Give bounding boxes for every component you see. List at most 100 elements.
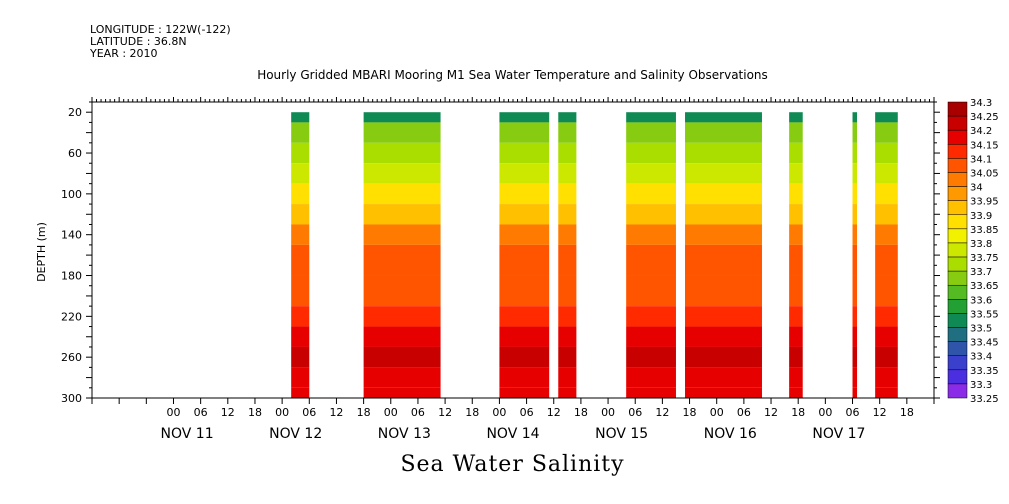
data-cell: [291, 142, 310, 164]
data-cell: [852, 224, 858, 245]
data-cell: [558, 306, 577, 327]
data-cell: [558, 122, 577, 143]
latitude-label: LATITUDE : 36.8N: [90, 35, 187, 48]
x-hour-label: 06: [846, 406, 860, 419]
data-cell: [291, 112, 310, 123]
colorbar-label: 33.3: [970, 380, 992, 391]
data-cell: [626, 275, 676, 307]
data-cell: [685, 224, 762, 245]
data-cell: [852, 244, 858, 276]
data-cell: [499, 326, 550, 347]
y-tick-label: 100: [61, 188, 82, 201]
data-cell: [685, 183, 762, 205]
colorbar-label: 34: [970, 183, 983, 194]
data-cell: [558, 183, 577, 205]
data-cell: [875, 244, 898, 276]
data-cell: [499, 244, 550, 276]
data-cell: [499, 387, 550, 398]
x-hour-label: 12: [329, 406, 343, 419]
x-hour-label: 06: [411, 406, 425, 419]
colorbar-label: 33.6: [970, 295, 992, 306]
data-cell: [789, 306, 803, 327]
data-cell: [685, 367, 762, 388]
data-cell: [291, 346, 310, 368]
data-cell: [291, 306, 310, 327]
colorbar-swatch: [947, 355, 968, 371]
data-cell: [558, 204, 577, 225]
data-cell: [875, 163, 898, 184]
y-tick-label: 180: [61, 270, 82, 283]
data-cell: [499, 275, 550, 307]
data-cell: [499, 163, 550, 184]
colorbar-swatch: [947, 313, 968, 328]
x-hour-label: 06: [520, 406, 534, 419]
data-cell: [852, 142, 858, 164]
colorbar-swatch: [947, 101, 968, 117]
x-day-label: NOV 15: [595, 426, 648, 442]
colorbar-swatch: [947, 228, 968, 244]
data-cell: [558, 346, 577, 368]
data-cell: [363, 163, 441, 184]
data-cell: [789, 346, 803, 368]
colorbar-label: 34.05: [970, 168, 999, 179]
colorbar-label: 33.9: [970, 211, 992, 222]
data-cell: [875, 306, 898, 327]
colorbar-label: 34.2: [970, 126, 992, 137]
data-cell: [363, 122, 441, 143]
colorbar-swatch: [947, 214, 968, 230]
data-cell: [875, 275, 898, 307]
x-hour-label: 18: [683, 406, 697, 419]
data-cell: [789, 275, 803, 307]
data-cell: [558, 163, 577, 184]
data-cell: [363, 387, 441, 398]
data-cell: [499, 122, 550, 143]
data-cell: [558, 367, 577, 388]
x-day-label: NOV 13: [378, 426, 431, 442]
data-cell: [626, 306, 676, 327]
x-hour-label: 12: [873, 406, 887, 419]
colorbar-swatch: [947, 256, 968, 272]
x-day-label: NOV 17: [812, 426, 865, 442]
x-hour-label: 00: [818, 406, 832, 419]
data-cell: [363, 326, 441, 347]
colorbar-swatch: [947, 242, 968, 258]
data-cell: [499, 346, 550, 368]
data-cell: [789, 367, 803, 388]
colorbar-label: 33.4: [970, 352, 992, 363]
colorbar-swatch: [947, 327, 968, 342]
data-cell: [685, 306, 762, 327]
x-hour-label: 06: [737, 406, 751, 419]
x-day-label: NOV 12: [269, 426, 322, 442]
data-cell: [852, 387, 858, 398]
colorbar-label: 34.25: [970, 112, 999, 123]
colorbar-swatch: [947, 341, 968, 356]
colorbar-label: 34.15: [970, 140, 999, 151]
data-cell: [558, 142, 577, 164]
colorbar-swatch: [947, 369, 968, 385]
data-cell: [558, 224, 577, 245]
colorbar-label: 33.45: [970, 338, 999, 349]
data-cell: [852, 163, 858, 184]
x-hour-label: 00: [710, 406, 724, 419]
data-cell: [626, 244, 676, 276]
colorbar-swatch: [947, 284, 968, 300]
colorbar-label: 33.75: [970, 253, 999, 264]
data-cell: [291, 224, 310, 245]
colorbar-label: 33.55: [970, 309, 999, 320]
y-tick-label: 260: [61, 351, 82, 364]
data-cell: [558, 326, 577, 347]
colorbar-swatch: [947, 200, 968, 216]
data-cell: [291, 275, 310, 307]
data-cell: [626, 346, 676, 368]
data-cell: [558, 244, 577, 276]
data-cell: [291, 122, 310, 143]
data-cell: [626, 387, 676, 398]
x-day-label: NOV 16: [704, 426, 757, 442]
colorbar: 34.3 34.25 34.2 34.15 34.1 34.05 34 33.95 33.9 33…: [947, 98, 999, 405]
longitude-label: LONGITUDE : 122W(-122): [90, 23, 231, 36]
colorbar-label: 33.65: [970, 281, 999, 292]
data-cell: [875, 183, 898, 205]
data-cell: [363, 183, 441, 205]
data-cell: [875, 204, 898, 225]
